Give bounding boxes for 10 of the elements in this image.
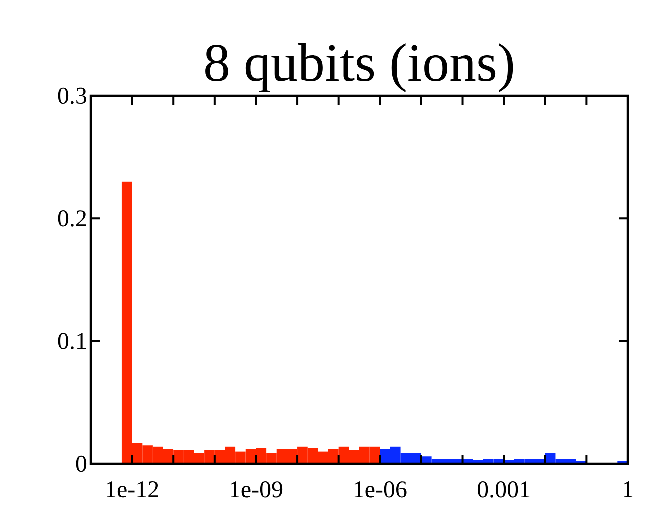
x-tick-label: 0.001: [478, 482, 530, 498]
x-tick-label: 1: [624, 482, 633, 498]
y-tick-label: 0: [76, 456, 87, 472]
x-tick-label: 1e-09: [231, 482, 283, 498]
chart-title: 8 qubits (ions): [206, 44, 514, 92]
y-tick-label: 0.2: [58, 210, 86, 227]
x-tick-label: 1e-06: [354, 482, 407, 498]
y-tick-label: 0.3: [58, 88, 87, 104]
x-tick-label: 1e-12: [107, 482, 158, 498]
y-tick-label: 0.1: [58, 333, 86, 350]
